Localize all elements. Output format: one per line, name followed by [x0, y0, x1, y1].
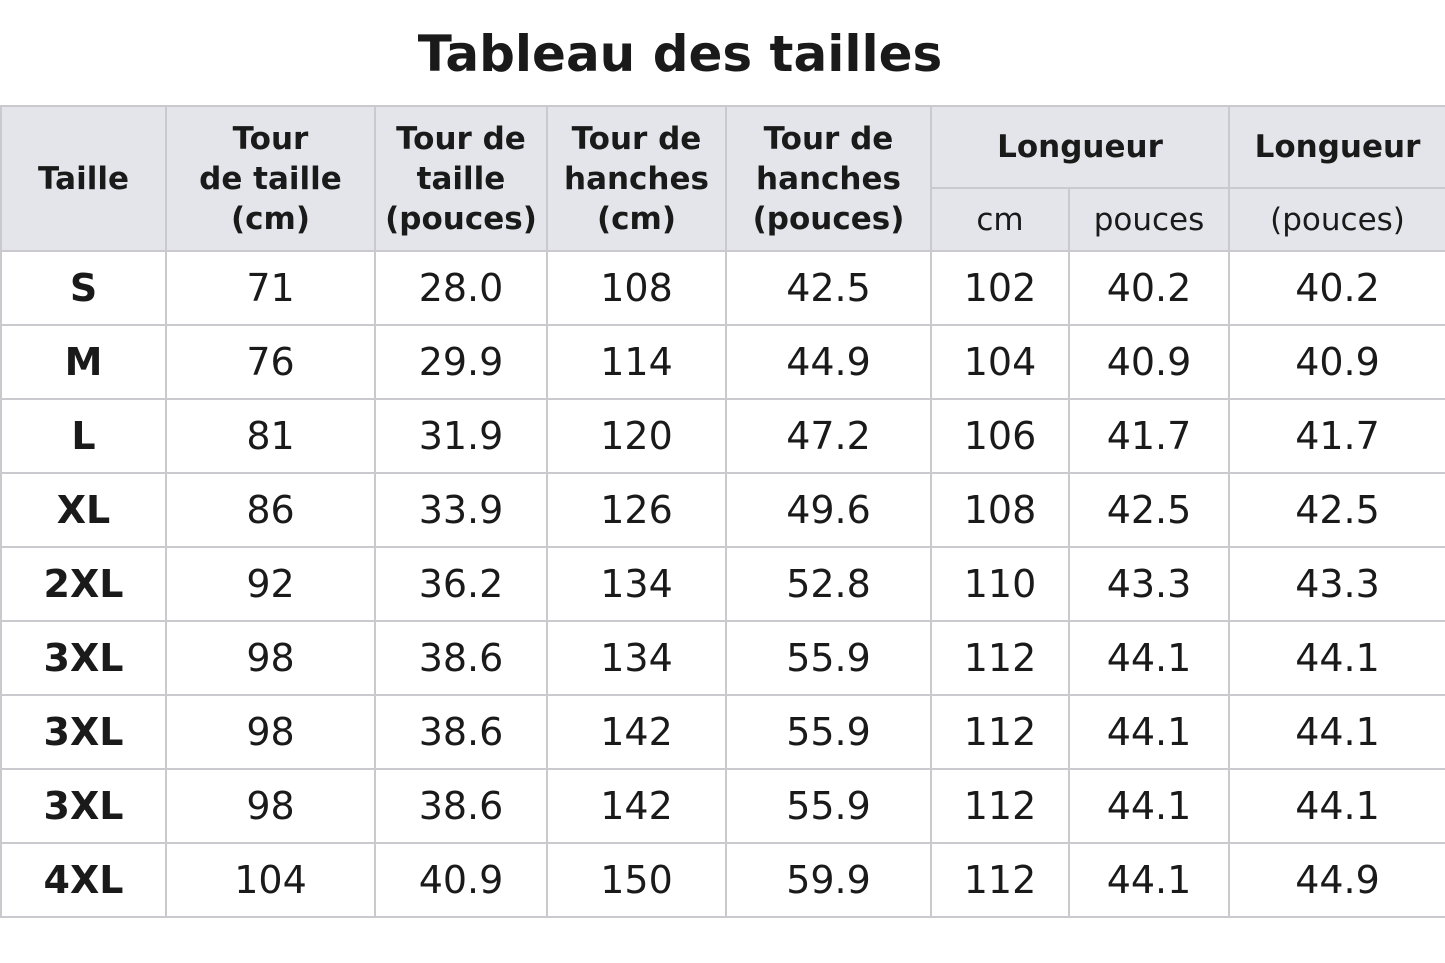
- value-cell: 114: [546, 324, 727, 400]
- value-cell: 55.9: [725, 694, 932, 770]
- value-cell: 44.1: [1228, 694, 1445, 770]
- table-row: S 71 28.0 108 42.5 102 40.2 40.2: [0, 250, 1445, 326]
- value-cell: 108: [930, 472, 1070, 548]
- value-cell: 55.9: [725, 620, 932, 696]
- table-row: 3XL 98 38.6 142 55.9 112 44.1 44.1: [0, 694, 1445, 770]
- table-row: M 76 29.9 114 44.9 104 40.9 40.9: [0, 324, 1445, 400]
- value-cell: 134: [546, 620, 727, 696]
- size-cell: 3XL: [0, 620, 167, 696]
- value-cell: 104: [930, 324, 1070, 400]
- value-cell: 112: [930, 768, 1070, 844]
- value-cell: 44.1: [1067, 768, 1231, 844]
- value-cell: 36.2: [374, 546, 548, 622]
- value-cell: 112: [930, 620, 1070, 696]
- value-cell: 44.9: [725, 324, 932, 400]
- value-cell: 38.6: [374, 694, 548, 770]
- value-cell: 41.7: [1067, 398, 1231, 474]
- header-cell: Tour de hanches (cm): [546, 105, 727, 252]
- value-cell: 120: [546, 398, 727, 474]
- header-cell: Tour de taille (pouces): [374, 105, 548, 252]
- value-cell: 110: [930, 546, 1070, 622]
- value-cell: 92: [165, 546, 376, 622]
- value-cell: 44.1: [1067, 842, 1231, 918]
- value-cell: 142: [546, 694, 727, 770]
- value-cell: 43.3: [1228, 546, 1445, 622]
- size-cell: S: [0, 250, 167, 326]
- value-cell: 98: [165, 768, 376, 844]
- value-cell: 42.5: [1228, 472, 1445, 548]
- value-cell: 112: [930, 842, 1070, 918]
- value-cell: 98: [165, 694, 376, 770]
- value-cell: 49.6: [725, 472, 932, 548]
- size-cell: XL: [0, 472, 167, 548]
- value-cell: 33.9: [374, 472, 548, 548]
- table-row: XL 86 33.9 126 49.6 108 42.5 42.5: [0, 472, 1445, 548]
- value-cell: 112: [930, 694, 1070, 770]
- header-cell: Longueur: [1228, 105, 1445, 189]
- header-cell: Tour de hanches (pouces): [725, 105, 932, 252]
- subheader-cell: (pouces): [1228, 187, 1445, 252]
- value-cell: 47.2: [725, 398, 932, 474]
- value-cell: 40.9: [1228, 324, 1445, 400]
- value-cell: 52.8: [725, 546, 932, 622]
- value-cell: 42.5: [725, 250, 932, 326]
- value-cell: 81: [165, 398, 376, 474]
- value-cell: 31.9: [374, 398, 548, 474]
- value-cell: 28.0: [374, 250, 548, 326]
- value-cell: 106: [930, 398, 1070, 474]
- size-table: Taille Tour de taille (cm) Tour de taille …: [0, 105, 1445, 918]
- table-row: 3XL 98 38.6 134 55.9 112 44.1 44.1: [0, 620, 1445, 696]
- size-cell: 3XL: [0, 768, 167, 844]
- value-cell: 44.1: [1067, 620, 1231, 696]
- table-row: 3XL 98 38.6 142 55.9 112 44.1 44.1: [0, 768, 1445, 844]
- size-cell: M: [0, 324, 167, 400]
- value-cell: 126: [546, 472, 727, 548]
- value-cell: 44.9: [1228, 842, 1445, 918]
- table-row: 4XL 104 40.9 150 59.9 112 44.1 44.9: [0, 842, 1445, 918]
- value-cell: 108: [546, 250, 727, 326]
- table-row: cm pouces (pouces): [1, 187, 1445, 252]
- header-cell: Tour de taille (cm): [165, 105, 376, 252]
- value-cell: 142: [546, 768, 727, 844]
- value-cell: 150: [546, 842, 727, 918]
- value-cell: 38.6: [374, 768, 548, 844]
- value-cell: 102: [930, 250, 1070, 326]
- table-body: Taille Tour de taille (cm) Tour de taille …: [0, 105, 1445, 918]
- header-cell: Longueur: [929, 105, 1231, 189]
- table-row: L 81 31.9 120 47.2 106 41.7 41.7: [0, 398, 1445, 474]
- value-cell: 71: [165, 250, 376, 326]
- table-title: Tableau des tailles: [417, 25, 943, 83]
- subheader-cell: pouces: [1067, 187, 1231, 252]
- value-cell: 55.9: [725, 768, 932, 844]
- value-cell: 44.1: [1067, 694, 1231, 770]
- value-cell: 59.9: [725, 842, 932, 918]
- value-cell: 29.9: [374, 324, 548, 400]
- value-cell: 41.7: [1228, 398, 1445, 474]
- subheader-cell: cm: [930, 187, 1070, 252]
- size-cell: L: [0, 398, 167, 474]
- header-cell: Taille: [0, 105, 167, 252]
- table-row: 2XL 92 36.2 134 52.8 110 43.3 43.3: [0, 546, 1445, 622]
- value-cell: 104: [165, 842, 376, 918]
- value-cell: 38.6: [374, 620, 548, 696]
- size-cell: 4XL: [0, 842, 167, 918]
- value-cell: 43.3: [1067, 546, 1231, 622]
- value-cell: 76: [165, 324, 376, 400]
- size-cell: 3XL: [0, 694, 167, 770]
- value-cell: 40.2: [1067, 250, 1231, 326]
- value-cell: 134: [546, 546, 727, 622]
- value-cell: 40.9: [374, 842, 548, 918]
- value-cell: 40.2: [1228, 250, 1445, 326]
- table-row: Taille Tour de taille (cm) Tour de taille …: [0, 105, 1445, 252]
- value-cell: 44.1: [1228, 620, 1445, 696]
- value-cell: 86: [165, 472, 376, 548]
- value-cell: 42.5: [1067, 472, 1231, 548]
- value-cell: 98: [165, 620, 376, 696]
- value-cell: 40.9: [1067, 324, 1231, 400]
- size-cell: 2XL: [0, 546, 167, 622]
- value-cell: 44.1: [1228, 768, 1445, 844]
